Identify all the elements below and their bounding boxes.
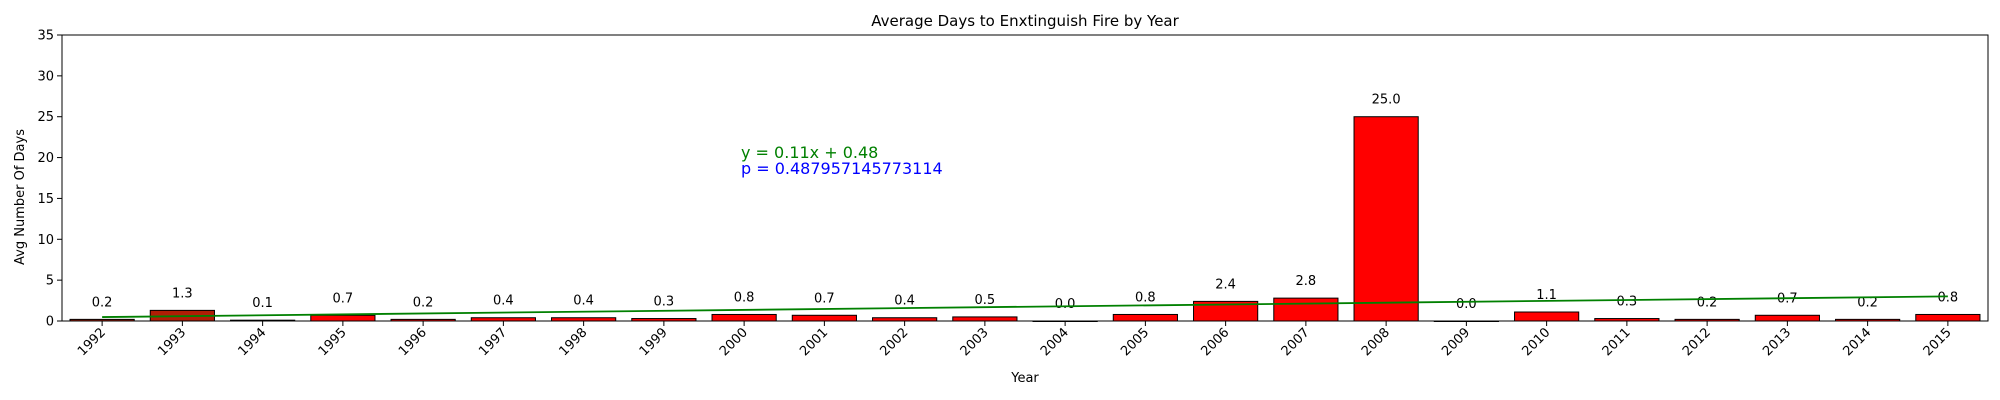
bar-2015 [1915,313,1981,322]
y-tick-label: 10 [37,233,54,248]
x-tick-label: 1999 [637,325,671,359]
data-label: 1.1 [1536,288,1557,303]
data-label: 0.8 [734,290,755,305]
data-label: 0.2 [1857,295,1878,310]
data-label: 0.4 [894,294,915,309]
x-tick-label: 1993 [155,325,189,359]
data-label: 0.2 [92,295,113,310]
data-label: 0.2 [1697,295,1718,310]
x-tick-label: 1992 [75,325,109,359]
bar-2003 [952,316,1018,322]
bar-2013 [1754,314,1820,322]
x-tick-label: 2012 [1680,325,1714,359]
p-value-label: p = 0.487957145773114 [741,159,943,178]
x-tick-label: 2015 [1921,325,1955,359]
bar-2001 [791,314,857,322]
bar-2005 [1112,313,1178,322]
data-label: 1.3 [172,286,193,301]
y-tick-label: 25 [37,110,54,125]
x-tick-label: 2007 [1279,325,1313,359]
x-tick-label: 2003 [958,325,992,359]
x-tick-label: 2006 [1198,325,1232,359]
data-label: 0.4 [573,294,594,309]
x-tick-label: 2010 [1519,325,1553,359]
x-tick-label: 2009 [1439,325,1473,359]
x-tick-label: 1998 [556,325,590,359]
plot-frame [61,34,1989,322]
x-tick-label: 2005 [1118,325,1152,359]
x-tick-label: 1994 [235,325,269,359]
bar-2008 [1353,116,1419,322]
plot-area: 0 5 10 15 20 25 30 35 1992 0.2 1993 1.3 1994 0.1 1995 0… [37,29,1989,359]
data-label: 0.8 [1135,290,1156,305]
x-tick-label: 2008 [1359,325,1393,359]
y-tick-label: 15 [37,192,54,207]
x-tick-label: 2001 [797,325,831,359]
data-label: 0.7 [333,291,354,306]
bar-1995 [310,314,376,322]
data-label: 0.4 [493,294,514,309]
y-axis-title: Avg Number Of Days [13,129,28,265]
chart-title: Average Days to Enxtinguish Fire by Year [871,12,1179,30]
x-tick-label: 1995 [316,325,350,359]
y-tick-label: 30 [37,69,54,84]
bar-2007 [1273,297,1339,322]
x-tick-label: 1997 [476,325,510,359]
x-tick-label: 2014 [1840,325,1874,359]
data-label: 0.0 [1456,297,1477,312]
trendline-equation: y = 0.11x + 0.48 [741,143,878,162]
data-label: 2.8 [1296,274,1317,289]
x-tick-label: 2013 [1760,325,1794,359]
x-tick-label: 2011 [1600,325,1634,359]
data-label: 0.7 [814,291,835,306]
data-label: 0.0 [1055,297,1076,312]
data-label: 25.0 [1372,93,1401,108]
x-tick-label: 2000 [717,325,751,359]
y-tick-label: 0 [46,315,54,330]
x-tick-label: 1996 [396,325,430,359]
x-axis-title: Year [1010,371,1039,386]
data-label: 2.4 [1215,277,1236,292]
data-label: 0.2 [413,295,434,310]
trendline [102,295,1948,318]
bar-2000 [711,313,777,322]
data-label: 0.1 [252,296,273,311]
x-tick-label: 2004 [1038,325,1072,359]
y-tick-label: 35 [37,29,54,44]
x-tick-label: 2002 [877,325,911,359]
bar-2010 [1514,311,1580,322]
y-tick-label: 5 [46,274,54,289]
y-tick-label: 20 [37,151,54,166]
data-label: 0.8 [1938,290,1959,305]
data-label: 0.3 [654,295,675,310]
data-label: 0.3 [1617,295,1638,310]
data-label: 0.5 [975,293,996,308]
